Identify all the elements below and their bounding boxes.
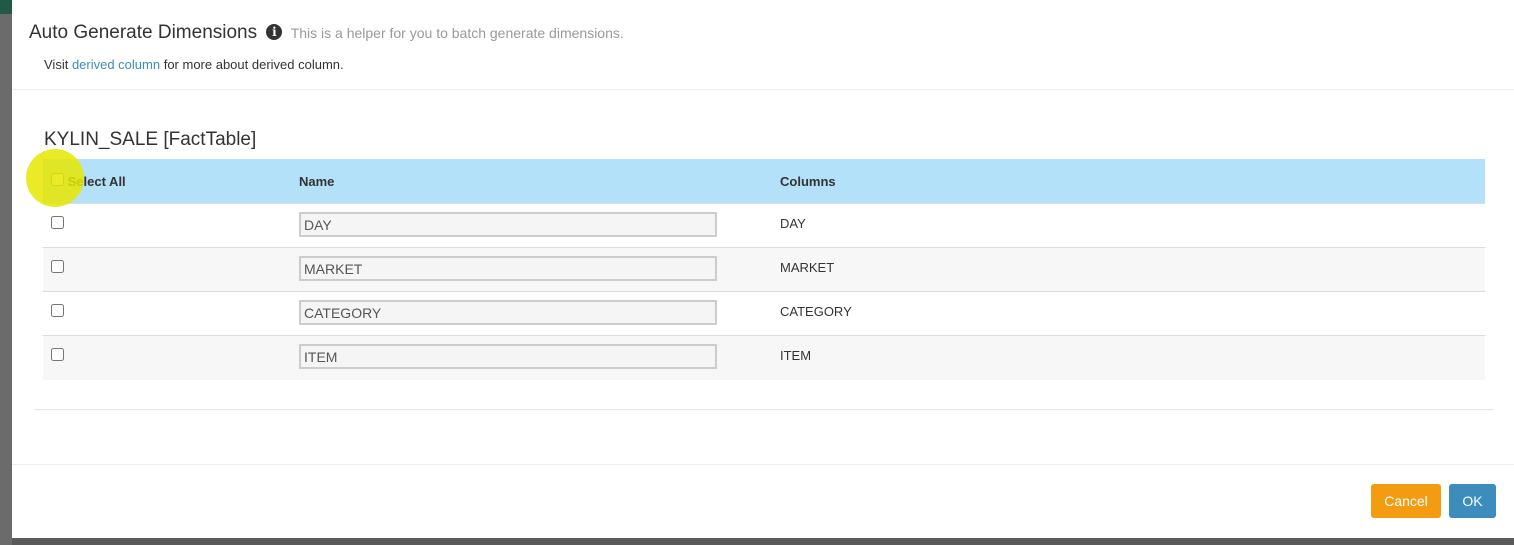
- cancel-button[interactable]: Cancel: [1371, 484, 1441, 518]
- row-name-cell: [291, 203, 772, 248]
- row-select-cell: [43, 335, 291, 380]
- row-checkbox[interactable]: [51, 304, 64, 317]
- row-select-cell: [43, 203, 291, 248]
- row-checkbox[interactable]: [51, 348, 64, 361]
- row-column-cell: MARKET: [772, 247, 1485, 292]
- modal-backdrop: [0, 0, 12, 545]
- info-circle-icon: i: [266, 24, 283, 40]
- derived-column-help: Visit derived column for more about deri…: [44, 57, 344, 72]
- name-header: Name: [291, 159, 772, 204]
- dimension-name-input[interactable]: [299, 256, 717, 281]
- auto-generate-dimensions-dialog: Auto Generate Dimensions i This is a hel…: [12, 0, 1514, 538]
- select-all-checkbox[interactable]: [51, 173, 64, 186]
- ok-button[interactable]: OK: [1449, 484, 1496, 518]
- derived-column-link[interactable]: derived column: [71, 57, 161, 72]
- backdrop-app-header: [0, 0, 12, 14]
- row-column-cell: DAY: [772, 203, 1485, 248]
- footer-divider: [12, 464, 1514, 465]
- table-header-row: Select All Name Columns: [43, 159, 1485, 204]
- row-column-cell: ITEM: [772, 335, 1485, 380]
- table-row: DAY: [43, 203, 1485, 248]
- dialog-header: Auto Generate Dimensions i This is a hel…: [12, 0, 1514, 90]
- table-row: CATEGORY: [43, 291, 1485, 336]
- select-all-header: Select All: [43, 159, 291, 204]
- dimension-name-input[interactable]: [299, 344, 717, 369]
- row-column-cell: CATEGORY: [772, 291, 1485, 336]
- table-title: KYLIN_SALE [FactTable]: [44, 129, 257, 150]
- select-all-label: Select All: [67, 174, 126, 189]
- dialog-subtitle: This is a helper for you to batch genera…: [290, 25, 624, 41]
- dimensions-table: Select All Name Columns DAYMARKETCATEGOR…: [43, 159, 1485, 380]
- visit-prefix: Visit: [44, 57, 72, 72]
- row-select-cell: [43, 247, 291, 292]
- dialog-title: Auto Generate Dimensions i This is a hel…: [29, 22, 624, 44]
- divider: [34, 409, 1494, 410]
- visit-suffix: for more about derived column.: [160, 57, 344, 72]
- table-row: MARKET: [43, 247, 1485, 292]
- dimension-name-input[interactable]: [299, 212, 717, 237]
- row-name-cell: [291, 247, 772, 292]
- row-name-cell: [291, 335, 772, 380]
- row-select-cell: [43, 291, 291, 336]
- dimension-name-input[interactable]: [299, 300, 717, 325]
- columns-header: Columns: [772, 159, 1485, 204]
- row-name-cell: [291, 291, 772, 336]
- dialog-title-text: Auto Generate Dimensions: [29, 22, 258, 43]
- row-checkbox[interactable]: [51, 216, 64, 229]
- table-row: ITEM: [43, 335, 1485, 380]
- row-checkbox[interactable]: [51, 260, 64, 273]
